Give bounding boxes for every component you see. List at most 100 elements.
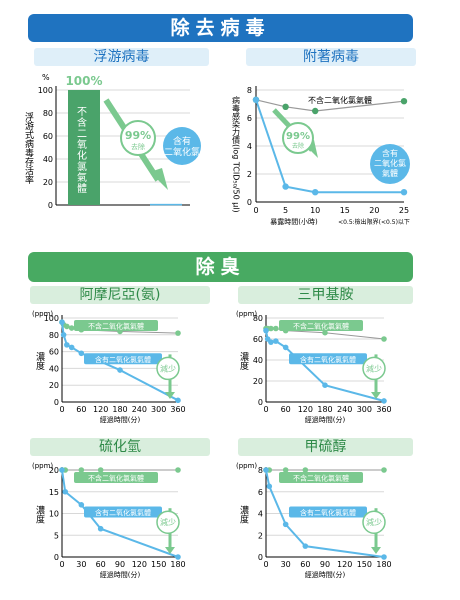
c5-xtick: 120: [132, 560, 147, 569]
chart6-subtitle: 甲硫醇: [238, 438, 413, 456]
c6-ylabel: 濃度: [238, 504, 249, 524]
c6-point: [381, 554, 387, 560]
c4-point: [381, 336, 387, 342]
c2-series2-badge: [370, 144, 410, 184]
c5-series1-tag: [74, 472, 158, 483]
chart4-subtitle: 三甲基胺: [238, 286, 413, 304]
c1-reduction-badge: [120, 120, 156, 156]
c4-point: [322, 382, 328, 389]
c6-point: [302, 543, 309, 549]
c6-arrow-head: [371, 547, 381, 554]
c3-xlabel: 經過時間(分): [100, 415, 141, 424]
c3-point: [68, 344, 75, 351]
c5-point: [97, 467, 104, 473]
c4-ytick: 60: [253, 335, 263, 344]
c3-ytick: 40: [49, 364, 59, 373]
c1-bar2-badge: [163, 127, 201, 165]
c6-xlabel: 經過時間(分): [305, 570, 346, 579]
c4-point: [381, 398, 387, 404]
c6-xtick: 180: [376, 560, 391, 569]
c6-xtick: 0: [263, 560, 268, 569]
c3-unit: (ppm): [32, 310, 53, 318]
c5-xtick: 30: [76, 560, 86, 569]
c4-point: [322, 329, 328, 336]
c6-reduction-badge: [362, 510, 386, 534]
c2-series2-label-c: 氣體: [382, 168, 398, 178]
c3-series2-tag: [84, 353, 162, 365]
c3-series1-tag: [74, 320, 158, 331]
c3-point: [117, 367, 123, 373]
c4-point: [282, 344, 289, 351]
c1-unit: %: [42, 73, 50, 82]
c4-ytick: 0: [258, 398, 263, 407]
c1-reduction-pct: 99%: [125, 129, 151, 142]
c3-xtick: 60: [76, 405, 86, 414]
c4-xtick: 180: [317, 405, 332, 414]
c2-note: <0.5:檢出限界(<0.5)以下: [338, 218, 410, 226]
c3-point: [78, 350, 85, 357]
c5-reduction-badge: [156, 510, 180, 534]
c5-arrow-head: [165, 547, 175, 554]
c2-point: [312, 107, 319, 115]
c6-ytick: 4: [258, 510, 263, 519]
c5-point: [175, 467, 181, 473]
c5-ytick: 15: [49, 488, 59, 497]
c4-series1-label: 不含二氧化氯氣體: [293, 322, 349, 331]
c6-ytick: 8: [258, 466, 263, 475]
c4-ytick: 40: [253, 356, 263, 365]
c2-reduction-sub: 去除: [292, 142, 304, 150]
c2-reduction-badge: [282, 122, 314, 154]
c3-ytick: 80: [49, 331, 59, 340]
c4-reduction-badge: [362, 356, 386, 381]
c2-xtick: 10: [310, 206, 320, 215]
c6-point: [302, 467, 309, 473]
c2-xlabel: 暴露時間(小時): [270, 217, 318, 226]
c6-point: [282, 467, 289, 473]
c3-xtick: 180: [112, 405, 127, 414]
c3-point: [175, 397, 181, 404]
c4-point: [268, 339, 274, 345]
c1-bar: [150, 203, 182, 206]
c3-ylabel: 濃度: [34, 351, 45, 371]
chart3-subtitle: 阿摩尼亞(氨): [30, 286, 210, 304]
c3-series2-label: 含有二氧化氯氣體: [95, 355, 151, 364]
c1-reduction-sub: 去除: [131, 142, 145, 151]
c1-top-label: 100%: [65, 74, 102, 88]
c1-ytick: 0: [48, 201, 53, 210]
c2-series1-label: 不含二氧化氯氣體: [308, 95, 372, 105]
c2-point: [400, 98, 408, 105]
c5-xtick: 0: [59, 560, 64, 569]
c2-ytick: 0: [247, 198, 252, 207]
c4-xlabel: 經過時間(分): [305, 415, 346, 424]
c4-unit: (ppm): [236, 310, 257, 318]
c5-ylabel: 濃度: [34, 504, 45, 524]
c2-ytick: 4: [247, 142, 252, 151]
c1-bar2-label-b: 二氧化氯: [164, 146, 200, 158]
c6-xtick: 60: [300, 560, 310, 569]
chart1-subtitle: 浮游病毒: [34, 48, 209, 66]
c4-xtick: 0: [263, 405, 268, 414]
c2-ytick: 6: [247, 114, 252, 123]
c6-ytick: 0: [258, 553, 263, 562]
c6-series1-label: 不含二氧化氯氣體: [293, 474, 349, 483]
c4-ytick: 80: [253, 314, 263, 323]
c5-series1-label: 不含二氧化氯氣體: [88, 474, 144, 483]
c5-ytick: 20: [49, 466, 59, 475]
c4-point: [273, 325, 279, 332]
c3-ytick: 0: [54, 398, 59, 407]
c6-point: [381, 467, 387, 473]
c6-xtick: 30: [281, 560, 291, 569]
c6-xtick: 150: [357, 560, 372, 569]
c4-reduction-label: 減少: [366, 363, 382, 373]
c2-ytick: 2: [247, 170, 252, 179]
c4-series2-label: 含有二氧化氯氣體: [300, 355, 356, 364]
c4-ylabel: 濃度: [238, 351, 249, 371]
c3-point: [60, 332, 67, 338]
c6-point: [263, 467, 269, 473]
c6-reduction-label: 減少: [366, 517, 382, 527]
c5-ytick: 10: [49, 510, 59, 519]
c4-arrow-head: [371, 392, 381, 399]
c1-ytick: 100: [38, 86, 53, 95]
c5-point: [78, 502, 85, 508]
